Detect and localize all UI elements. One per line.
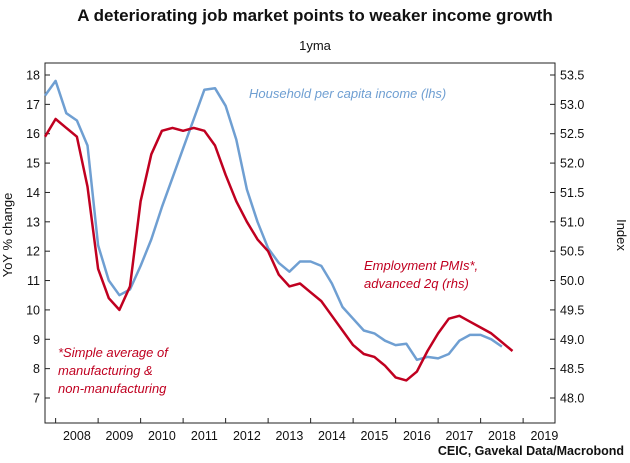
left-tick-label: 10 xyxy=(26,303,40,317)
source-label: CEIC, Gavekal Data/Macrobond xyxy=(438,444,624,458)
x-tick-label: 2016 xyxy=(403,429,431,443)
footnote-line3: non-manufacturing xyxy=(58,381,167,396)
right-tick-label: 50.0 xyxy=(560,274,584,288)
right-tick-label: 52.5 xyxy=(560,127,584,141)
plot-frame xyxy=(44,62,556,424)
legend-label-pmi-line2: advanced 2q (rhs) xyxy=(364,276,469,291)
x-tick-label: 2011 xyxy=(191,429,218,443)
x-tick-label: 2015 xyxy=(360,429,388,443)
left-axis: 7 8 9 10 11 12 13 14 15 16 17 18 xyxy=(26,69,50,406)
left-tick-label: 11 xyxy=(27,274,40,288)
right-tick-label: 51.5 xyxy=(560,186,584,200)
right-tick-label: 49.5 xyxy=(560,303,584,317)
right-axis-label: Index xyxy=(614,219,629,251)
right-tick-label: 48.0 xyxy=(560,392,584,406)
right-tick-label: 51.0 xyxy=(560,215,584,229)
x-tick-label: 2012 xyxy=(233,429,261,443)
x-tick-label: 2008 xyxy=(63,429,91,443)
left-tick-label: 7 xyxy=(33,392,40,406)
left-tick-label: 14 xyxy=(26,186,40,200)
x-tick-label: 2009 xyxy=(105,429,133,443)
left-tick-label: 9 xyxy=(33,333,40,347)
right-tick-label: 49.0 xyxy=(560,333,584,347)
legend-label-income: Household per capita income (lhs) xyxy=(249,86,446,101)
left-tick-label: 16 xyxy=(26,127,40,141)
x-tick-label: 2018 xyxy=(488,429,516,443)
right-axis: 48.0 48.5 49.0 49.5 50.0 50.5 51.0 51.5 52.0 52.5… xyxy=(550,69,584,406)
left-tick-label: 15 xyxy=(26,157,40,171)
x-tick-label: 2013 xyxy=(275,429,303,443)
left-tick-label: 17 xyxy=(26,98,40,112)
x-axis: 2008 2009 2010 2011 2012 2013 2014 2015 2016 2017… xyxy=(55,418,558,443)
left-tick-label: 12 xyxy=(26,245,40,259)
series-line-income xyxy=(43,79,503,362)
left-tick-label: 18 xyxy=(26,69,40,83)
x-tick-label: 2014 xyxy=(318,429,346,443)
footnote-line1: *Simple average of xyxy=(58,345,169,360)
left-axis-label: YoY % change xyxy=(0,193,15,278)
right-tick-label: 53.5 xyxy=(560,69,584,83)
x-tick-label: 2019 xyxy=(530,429,558,443)
x-tick-label: 2017 xyxy=(445,429,473,443)
legend-label-pmi-line1: Employment PMIs*, xyxy=(364,258,478,273)
right-tick-label: 48.5 xyxy=(560,362,584,376)
footnote-line2: manufacturing & xyxy=(58,363,153,378)
chart-title: A deteriorating job market points to wea… xyxy=(77,6,552,25)
left-tick-label: 13 xyxy=(26,215,40,229)
right-tick-label: 53.0 xyxy=(560,98,584,112)
right-tick-label: 50.5 xyxy=(560,245,584,259)
left-tick-label: 8 xyxy=(33,362,40,376)
series-line-pmi xyxy=(43,117,514,382)
right-tick-label: 52.0 xyxy=(560,157,584,171)
chart-subtitle: 1yma xyxy=(299,38,332,53)
x-tick-label: 2010 xyxy=(148,429,176,443)
